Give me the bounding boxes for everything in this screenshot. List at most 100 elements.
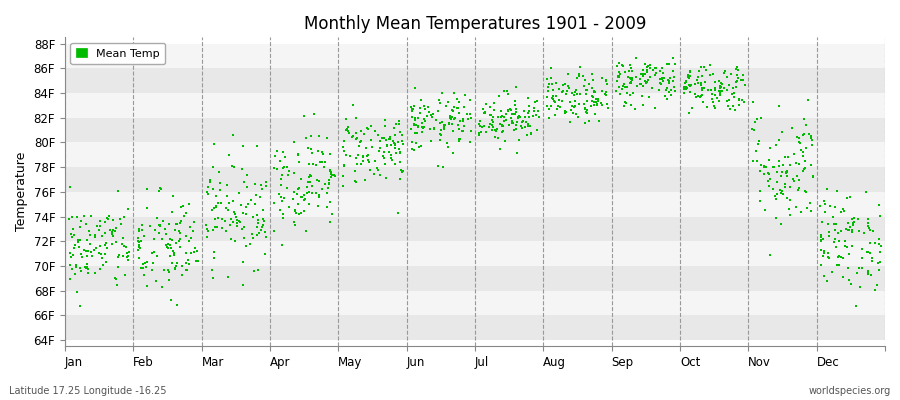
Point bbox=[191, 258, 205, 264]
Point bbox=[80, 264, 94, 270]
Point bbox=[248, 191, 263, 198]
Point bbox=[682, 110, 697, 116]
Point bbox=[86, 247, 101, 253]
Point bbox=[114, 221, 129, 227]
Point bbox=[226, 132, 240, 138]
Point bbox=[456, 104, 471, 111]
Point bbox=[342, 130, 356, 136]
Point bbox=[734, 77, 748, 83]
Point bbox=[364, 123, 378, 129]
Point bbox=[97, 242, 112, 248]
Point bbox=[158, 226, 173, 232]
Point bbox=[173, 244, 187, 250]
Point bbox=[505, 120, 519, 126]
Point bbox=[645, 84, 660, 91]
Point bbox=[598, 92, 613, 98]
Point bbox=[827, 238, 842, 245]
Point bbox=[166, 193, 180, 200]
Point bbox=[440, 140, 454, 146]
Point bbox=[211, 200, 225, 206]
Point bbox=[292, 159, 306, 165]
Point bbox=[769, 196, 783, 202]
Point bbox=[205, 267, 220, 274]
Point bbox=[733, 102, 747, 109]
Point bbox=[790, 172, 805, 179]
Point bbox=[446, 104, 461, 111]
Point bbox=[790, 134, 805, 140]
Point bbox=[392, 129, 407, 135]
Point bbox=[780, 172, 795, 179]
Bar bbox=[65, 142, 885, 167]
Point bbox=[682, 68, 697, 74]
Point bbox=[778, 181, 792, 187]
Point bbox=[526, 105, 541, 111]
Point bbox=[590, 100, 604, 107]
Point bbox=[315, 186, 329, 192]
Point bbox=[660, 60, 674, 67]
Point bbox=[814, 232, 828, 238]
Point bbox=[245, 231, 259, 237]
Point bbox=[298, 196, 312, 202]
Point bbox=[170, 302, 184, 308]
Point bbox=[706, 90, 720, 97]
Point bbox=[162, 269, 176, 275]
Point bbox=[624, 102, 638, 108]
Point bbox=[98, 251, 112, 258]
Point bbox=[361, 125, 375, 132]
Point bbox=[304, 190, 319, 196]
Point bbox=[841, 265, 855, 271]
Point bbox=[109, 225, 123, 231]
Point bbox=[814, 247, 828, 253]
Point bbox=[411, 124, 426, 130]
Point bbox=[508, 111, 522, 117]
Point bbox=[312, 133, 327, 139]
Point bbox=[188, 245, 202, 251]
Point bbox=[132, 226, 147, 232]
Point bbox=[302, 189, 317, 196]
Point bbox=[580, 110, 594, 116]
Point bbox=[68, 262, 83, 268]
Point bbox=[68, 244, 82, 251]
Point bbox=[76, 247, 91, 254]
Point bbox=[659, 86, 673, 93]
Point bbox=[455, 116, 470, 122]
Point bbox=[677, 86, 691, 92]
Point bbox=[761, 170, 776, 177]
Point bbox=[79, 248, 94, 254]
Point bbox=[518, 124, 533, 130]
Text: Latitude 17.25 Longitude -16.25: Latitude 17.25 Longitude -16.25 bbox=[9, 386, 166, 396]
Point bbox=[783, 196, 797, 203]
Point bbox=[254, 182, 268, 188]
Point bbox=[138, 260, 152, 267]
Point bbox=[721, 103, 735, 110]
Point bbox=[395, 168, 410, 174]
Point bbox=[63, 183, 77, 190]
Point bbox=[426, 111, 440, 118]
Point bbox=[362, 158, 376, 165]
Point bbox=[311, 178, 326, 184]
Point bbox=[403, 126, 418, 132]
Point bbox=[447, 116, 462, 122]
Point bbox=[788, 151, 802, 158]
Point bbox=[444, 116, 458, 122]
Point bbox=[377, 123, 392, 130]
Point bbox=[72, 236, 86, 243]
Point bbox=[861, 248, 876, 255]
Point bbox=[92, 250, 106, 256]
Point bbox=[714, 80, 728, 86]
Point bbox=[165, 209, 179, 215]
Point bbox=[845, 229, 859, 236]
Point bbox=[846, 215, 860, 222]
Point bbox=[256, 222, 271, 228]
Point bbox=[862, 250, 877, 256]
Point bbox=[550, 106, 564, 112]
Point bbox=[872, 201, 886, 208]
Point bbox=[866, 228, 880, 234]
Point bbox=[652, 80, 667, 86]
Point bbox=[339, 127, 354, 133]
Point bbox=[377, 135, 392, 142]
Point bbox=[441, 144, 455, 150]
Point bbox=[220, 228, 234, 234]
Point bbox=[513, 114, 527, 120]
Point bbox=[571, 114, 585, 120]
